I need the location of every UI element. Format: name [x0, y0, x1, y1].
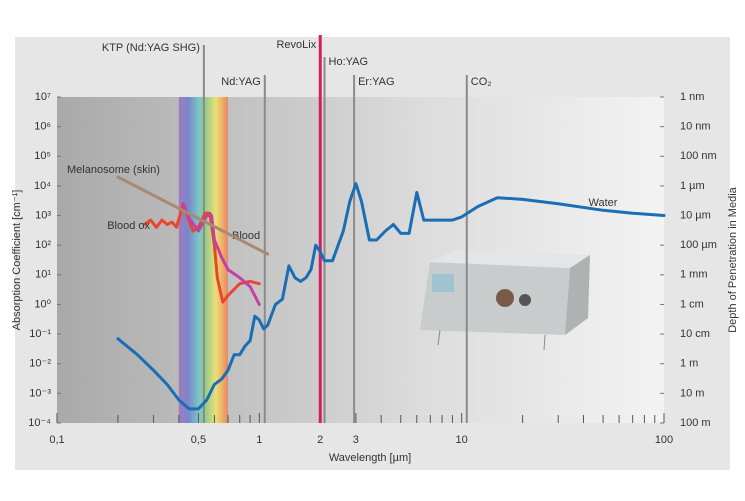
series-line [116, 182, 666, 411]
series-line [116, 175, 270, 256]
series-line [181, 202, 261, 306]
y2-tick-label: 10 nm [680, 121, 711, 133]
y-tick-label: 10⁷ [35, 91, 51, 103]
device-foot [543, 334, 546, 351]
x-tick-label: 0,1 [49, 434, 64, 446]
y2-tick-label: 1 cm [680, 298, 704, 310]
y2-tick-label: 1 m [680, 358, 698, 370]
x-tick-label: 100 [655, 434, 673, 446]
device-screen [432, 274, 454, 292]
y2-tick-label: 1 µm [680, 180, 705, 192]
laser-label: CO₂ [471, 76, 492, 88]
y2-tick-label: 100 nm [680, 150, 717, 162]
series-label: Water [589, 197, 618, 209]
axes: 10⁻⁴ 10⁻³ 10⁻² 10⁻¹ 10⁰ 10¹ 10² 10³ 10⁴ 10⁵ 10⁶ 10⁷… [28, 91, 717, 446]
y-tick-label: 10¹ [35, 269, 51, 281]
y-tick-label: 10² [35, 239, 51, 251]
device-top [430, 250, 590, 268]
laser-label: Er:YAG [358, 76, 394, 88]
device-foot [437, 329, 441, 346]
y2-tick-label: 1 mm [680, 269, 708, 281]
device-side [565, 255, 590, 335]
series-label: Blood ox [107, 220, 150, 232]
curves-group: Water Blood ox Blood Melanosome (skin) [67, 164, 666, 411]
y2-tick-label: 10 m [680, 387, 704, 399]
y-axis-label: Absorption Coefficient [cm⁻¹] [11, 190, 23, 331]
device-port [496, 289, 514, 307]
y2-tick-label: 10 cm [680, 328, 710, 340]
laser-label: Ho:YAG [329, 56, 369, 68]
x-tick-label: 1 [256, 434, 262, 446]
y-tick-label: 10⁶ [34, 121, 51, 133]
y-tick-label: 10⁻¹ [29, 328, 51, 340]
laser-label: RevoLix [276, 39, 316, 51]
y2-tick-label: 100 µm [680, 239, 717, 251]
laser-label: KTP (Nd:YAG SHG) [102, 42, 200, 54]
series-label: Blood [232, 230, 260, 242]
y-tick-label: 10⁴ [34, 180, 51, 192]
x-tick-label: 10 [456, 434, 468, 446]
x-tick-label: 0,5 [191, 434, 206, 446]
device-knob [519, 294, 531, 306]
y-tick-label: 10⁻² [29, 358, 51, 370]
device-body [420, 262, 570, 335]
x-tick-label: 2 [317, 434, 323, 446]
y2-tick-label: 1 nm [680, 91, 704, 103]
y-tick-label: 10⁰ [34, 298, 51, 310]
y2-axis-label: Depth of Penetration in Media [727, 186, 739, 332]
device [420, 250, 590, 351]
lasers-group: KTP (Nd:YAG SHG) Nd:YAG RevoLix Ho:YAG Er:YA… [102, 35, 492, 423]
x-axis-label: Wavelength [µm] [329, 452, 411, 464]
y-tick-label: 10⁻³ [29, 387, 51, 399]
y-tick-label: 10⁻⁴ [28, 417, 51, 429]
x-tick-label: 3 [353, 434, 359, 446]
y2-tick-label: 100 m [680, 417, 711, 429]
laser-label: Nd:YAG [221, 76, 261, 88]
series-label: Melanosome (skin) [67, 164, 160, 176]
y-tick-label: 10³ [35, 209, 51, 221]
y-tick-label: 10⁵ [34, 150, 51, 162]
y2-tick-label: 10 µm [680, 209, 711, 221]
